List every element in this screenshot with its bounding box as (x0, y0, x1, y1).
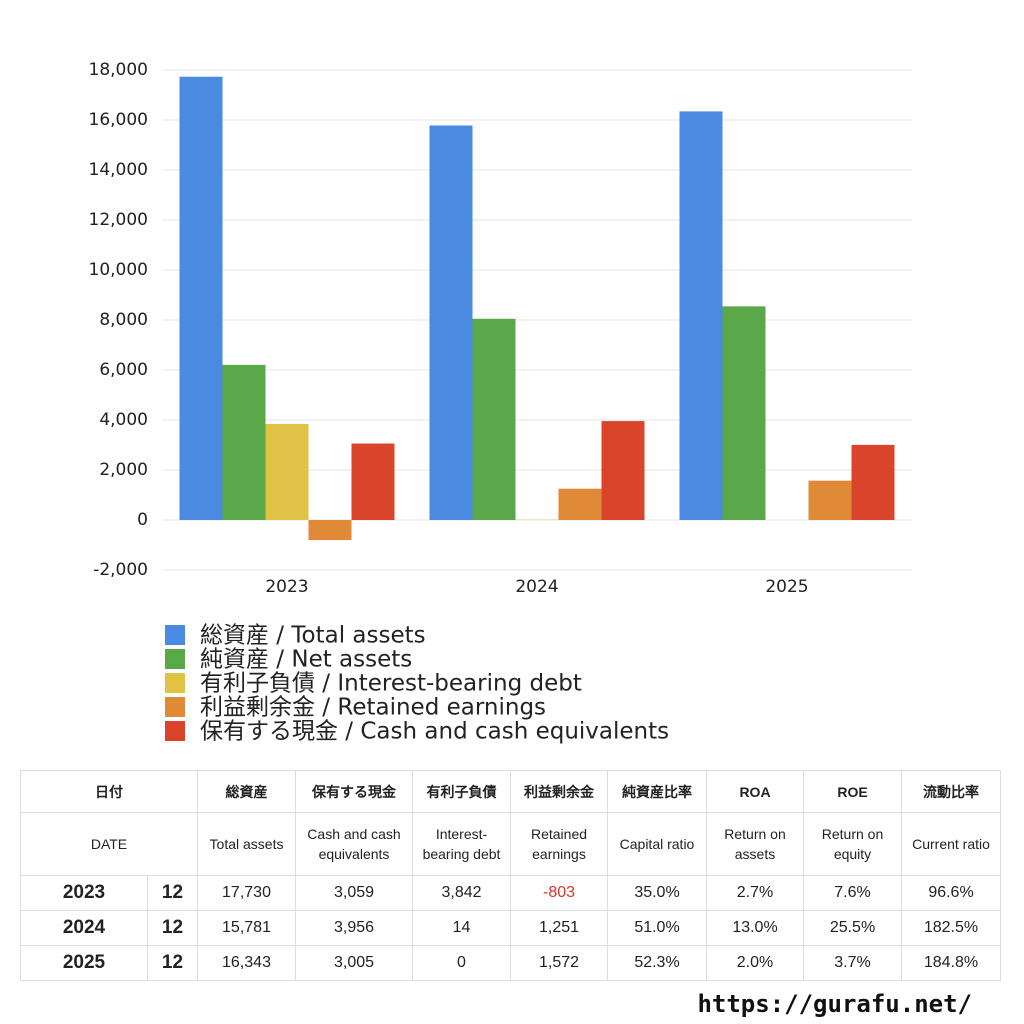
bar (472, 318, 516, 520)
legend-label: 保有する現金 / Cash and cash equivalents (200, 719, 669, 745)
footer-url: https://gurafu.net/ (697, 990, 972, 1018)
data-table: 日付 総資産 保有する現金 有利子負債 利益剰余金 純資産比率 ROA ROE 流動比率 DATE… (20, 770, 1001, 981)
table-cell: 2024 (20, 910, 148, 946)
table-cell: 13.0% (706, 910, 804, 946)
table-cell: 17,730 (197, 875, 296, 911)
header-cell: 日付 (20, 770, 198, 813)
table-cell: 51.0% (607, 910, 707, 946)
table-cell: 184.8% (901, 945, 1001, 981)
y-tick-label: 14,000 (89, 160, 148, 180)
table-cell: -803 (510, 875, 608, 911)
header-cell: 利益剰余金 (510, 770, 608, 813)
table-cell: 1,251 (510, 910, 608, 946)
legend-label: 利益剰余金 / Retained earnings (200, 695, 546, 721)
bar (222, 364, 266, 520)
table-cell: 3.7% (803, 945, 902, 981)
header-row: DATE Total assets Cash and cash equivalent… (20, 812, 1001, 876)
x-tick-label: 2023 (265, 577, 308, 597)
data-row: 2023 12 17,730 3,059 3,842 -803 35.0% 2.7% 7.6% 9… (20, 875, 1001, 911)
legend-swatch (165, 625, 185, 645)
bar (179, 76, 223, 520)
bar (558, 488, 602, 520)
legend-swatch (165, 649, 185, 669)
y-tick-label: 2,000 (99, 460, 148, 480)
header-cell: DATE (20, 812, 198, 876)
table-cell: 96.6% (901, 875, 1001, 911)
legend-label: 有利子負債 / Interest-bearing debt (200, 671, 582, 697)
legend-swatch (165, 697, 185, 717)
header-row: 日付 総資産 保有する現金 有利子負債 利益剰余金 純資産比率 ROA ROE 流動比率 (20, 770, 1001, 813)
y-tick-label: -2,000 (93, 560, 148, 580)
table-cell: 2.7% (706, 875, 804, 911)
y-tick-label: 0 (137, 510, 148, 530)
header-cell: 純資産比率 (607, 770, 707, 813)
table-cell: 12 (147, 945, 198, 981)
header-cell: Current ratio (901, 812, 1001, 876)
bar (601, 421, 645, 520)
table-cell: 2025 (20, 945, 148, 981)
header-cell: Total assets (197, 812, 296, 876)
bar (351, 443, 395, 520)
table-cell: 0 (412, 945, 511, 981)
x-tick-label: 2025 (765, 577, 808, 597)
table-cell: 12 (147, 875, 198, 911)
data-row: 2025 12 16,343 3,005 0 1,572 52.3% 2.0% 3.7% 184.… (20, 945, 1001, 981)
legend-swatch (165, 721, 185, 741)
y-tick-label: 8,000 (99, 310, 148, 330)
table-cell: 3,956 (295, 910, 413, 946)
y-tick-label: 10,000 (89, 260, 148, 280)
chart: -2,000 0 2,000 4,000 6,000 8,000 10,000 12,000 1… (89, 60, 912, 745)
data-row: 2024 12 15,781 3,956 14 1,251 51.0% 13.0% 25.5% 1… (20, 910, 1001, 946)
header-cell: ROA (706, 770, 804, 813)
table-cell: 2023 (20, 875, 148, 911)
header-cell: 有利子負債 (412, 770, 511, 813)
table-cell: 52.3% (607, 945, 707, 981)
table-cell: 1,572 (510, 945, 608, 981)
table-cell: 7.6% (803, 875, 902, 911)
header-cell: 保有する現金 (295, 770, 413, 813)
y-tick-label: 18,000 (89, 60, 148, 80)
bar (679, 111, 723, 521)
table-cell: 182.5% (901, 910, 1001, 946)
bar (308, 520, 352, 541)
table-cell: 14 (412, 910, 511, 946)
legend-label: 総資産 / Total assets (200, 623, 426, 649)
table-cell: 16,343 (197, 945, 296, 981)
legend-swatch (165, 673, 185, 693)
bar (429, 125, 473, 520)
legend-label: 純資産 / Net assets (200, 647, 412, 673)
x-tick-label: 2024 (515, 577, 558, 597)
header-cell: 総資産 (197, 770, 296, 813)
bar (722, 306, 766, 520)
header-cell: Cash and cash equivalents (295, 812, 413, 876)
header-cell: Return on assets (706, 812, 804, 876)
table-cell: 35.0% (607, 875, 707, 911)
y-tick-label: 16,000 (89, 110, 148, 130)
table-cell: 3,059 (295, 875, 413, 911)
header-cell: Retained earnings (510, 812, 608, 876)
bar (808, 480, 852, 520)
table-cell: 15,781 (197, 910, 296, 946)
header-cell: Capital ratio (607, 812, 707, 876)
y-tick-label: 12,000 (89, 210, 148, 230)
header-cell: Interest-bearing debt (412, 812, 511, 876)
table-cell: 12 (147, 910, 198, 946)
header-cell: 流動比率 (901, 770, 1001, 813)
y-tick-label: 4,000 (99, 410, 148, 430)
bar (851, 444, 895, 520)
header-cell: ROE (803, 770, 902, 813)
table-cell: 25.5% (803, 910, 902, 946)
table-cell: 3,005 (295, 945, 413, 981)
y-tick-label: 6,000 (99, 360, 148, 380)
table-cell: 3,842 (412, 875, 511, 911)
table-cell: 2.0% (706, 945, 804, 981)
header-cell: Return on equity (803, 812, 902, 876)
bar (265, 423, 309, 520)
